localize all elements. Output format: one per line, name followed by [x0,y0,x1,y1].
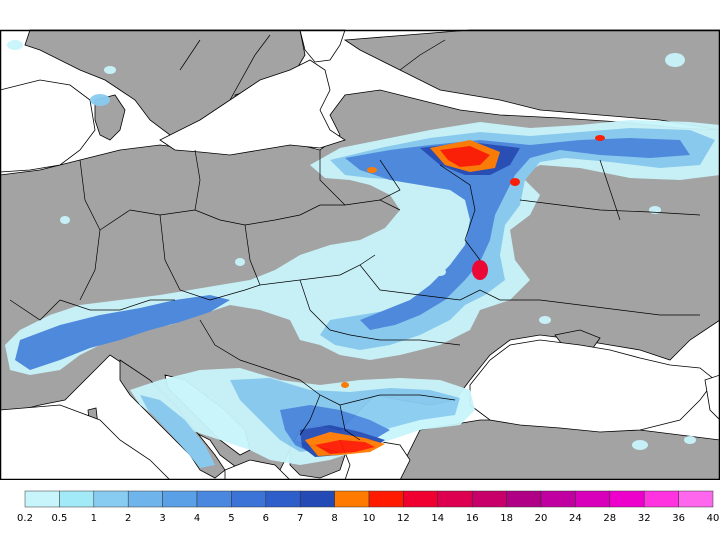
ionian-sea [224,459,291,480]
legend-tick-label: 12 [397,513,410,524]
legend-swatch [231,490,267,508]
legend-swatch [59,490,95,508]
precip-spot [539,316,551,324]
border-line [179,39,201,71]
legend-swatch [506,490,542,508]
legend-swatch [127,490,163,508]
legend-swatch [368,490,404,508]
border-line [519,199,701,216]
caspian-edge [704,374,720,421]
border-line [359,264,501,301]
border-line [129,199,401,226]
legend-tick-label: 16 [466,513,479,524]
legend-tick-label: 3 [159,513,165,524]
border-line [399,39,446,71]
precip-red [315,440,375,454]
legend-swatch [162,490,198,508]
legend-tick-label: 14 [431,513,444,524]
legend-tick-label: 32 [638,513,651,524]
precip-mid [15,295,230,370]
legend-tick-label: 18 [500,513,513,524]
precip-low [140,395,215,468]
border-line [599,159,621,221]
legend-tick-label: 0.5 [51,513,67,524]
legend-tick-label: 7 [297,513,303,524]
border-line [9,299,61,321]
legend-swatch [643,490,679,508]
precip-spot [665,53,685,67]
legend-swatch [93,490,129,508]
precip-spot [7,40,23,50]
precip-mid [345,138,690,330]
border-line [299,279,351,336]
legend-tick-label: 36 [672,513,685,524]
legend-tick-label: 40 [707,513,720,524]
legend-tick-label: 10 [363,513,376,524]
border-line [199,319,301,381]
precip-spot [90,94,110,106]
color-scale-legend: 0.2 0.5 1 2 3 4 5 6 7 8 10 12 14 16 18 20 24 28 32 36 40 [17,490,719,524]
border-line [500,299,700,316]
legend-swatch [437,490,473,508]
border-line [380,394,456,401]
legend-tick-label: 1 [91,513,97,524]
legend-swatch [24,490,60,508]
border-line [379,159,401,201]
legend-ticks: 0.2 0.5 1 2 3 4 5 6 7 8 10 12 14 16 18 20 24 28 32 36 40 [17,513,719,524]
precip-cell [510,178,520,186]
legend-swatch [540,490,576,508]
border-line [159,214,261,301]
border-line [299,394,321,436]
border-line [319,150,346,206]
legend-swatch [265,490,301,508]
precipitation-map [0,29,720,480]
legend-tick-label: 20 [535,513,548,524]
legend-tick-label: 8 [331,513,337,524]
border-line [349,334,461,346]
mediterranean-west [0,404,171,480]
precip-spot [684,436,696,444]
border-line [59,299,175,311]
precip-cell [472,260,488,280]
legend-tick-label: 0.2 [17,513,33,524]
legend-tick-label: 28 [603,513,616,524]
legend-tick-label: 2 [125,513,131,524]
border-line [194,149,201,211]
precip-spot [235,258,245,266]
precip-spot [60,216,70,224]
north-sea [0,79,96,173]
border-line [339,404,361,441]
precip-spot [632,440,648,450]
precipitation-overlay [5,40,720,468]
denmark [94,94,126,141]
legend-swatch [196,490,232,508]
precip-spot [434,268,446,276]
legend-tick-label: 24 [569,513,582,524]
legend-tick-label: 6 [263,513,269,524]
border-line [99,209,131,231]
border-line [439,164,481,261]
baltic-sea [159,59,346,156]
legend-swatch [299,490,335,508]
precip-cell [341,382,349,388]
legend-tick-label: 4 [194,513,200,524]
country-borders [9,34,701,441]
precip-cell [367,167,377,173]
legend-tick-label: 5 [228,513,234,524]
precip-red [440,146,490,167]
border-line [229,34,271,101]
precip-spot [104,66,116,74]
legend-swatch [471,490,507,508]
legend-swatch [403,490,439,508]
legend-swatch [334,490,370,508]
legend-swatches [24,490,714,508]
legend-swatch [609,490,645,508]
precip-cell [595,135,605,141]
legend-swatch [575,490,611,508]
legend-swatch [678,490,714,508]
